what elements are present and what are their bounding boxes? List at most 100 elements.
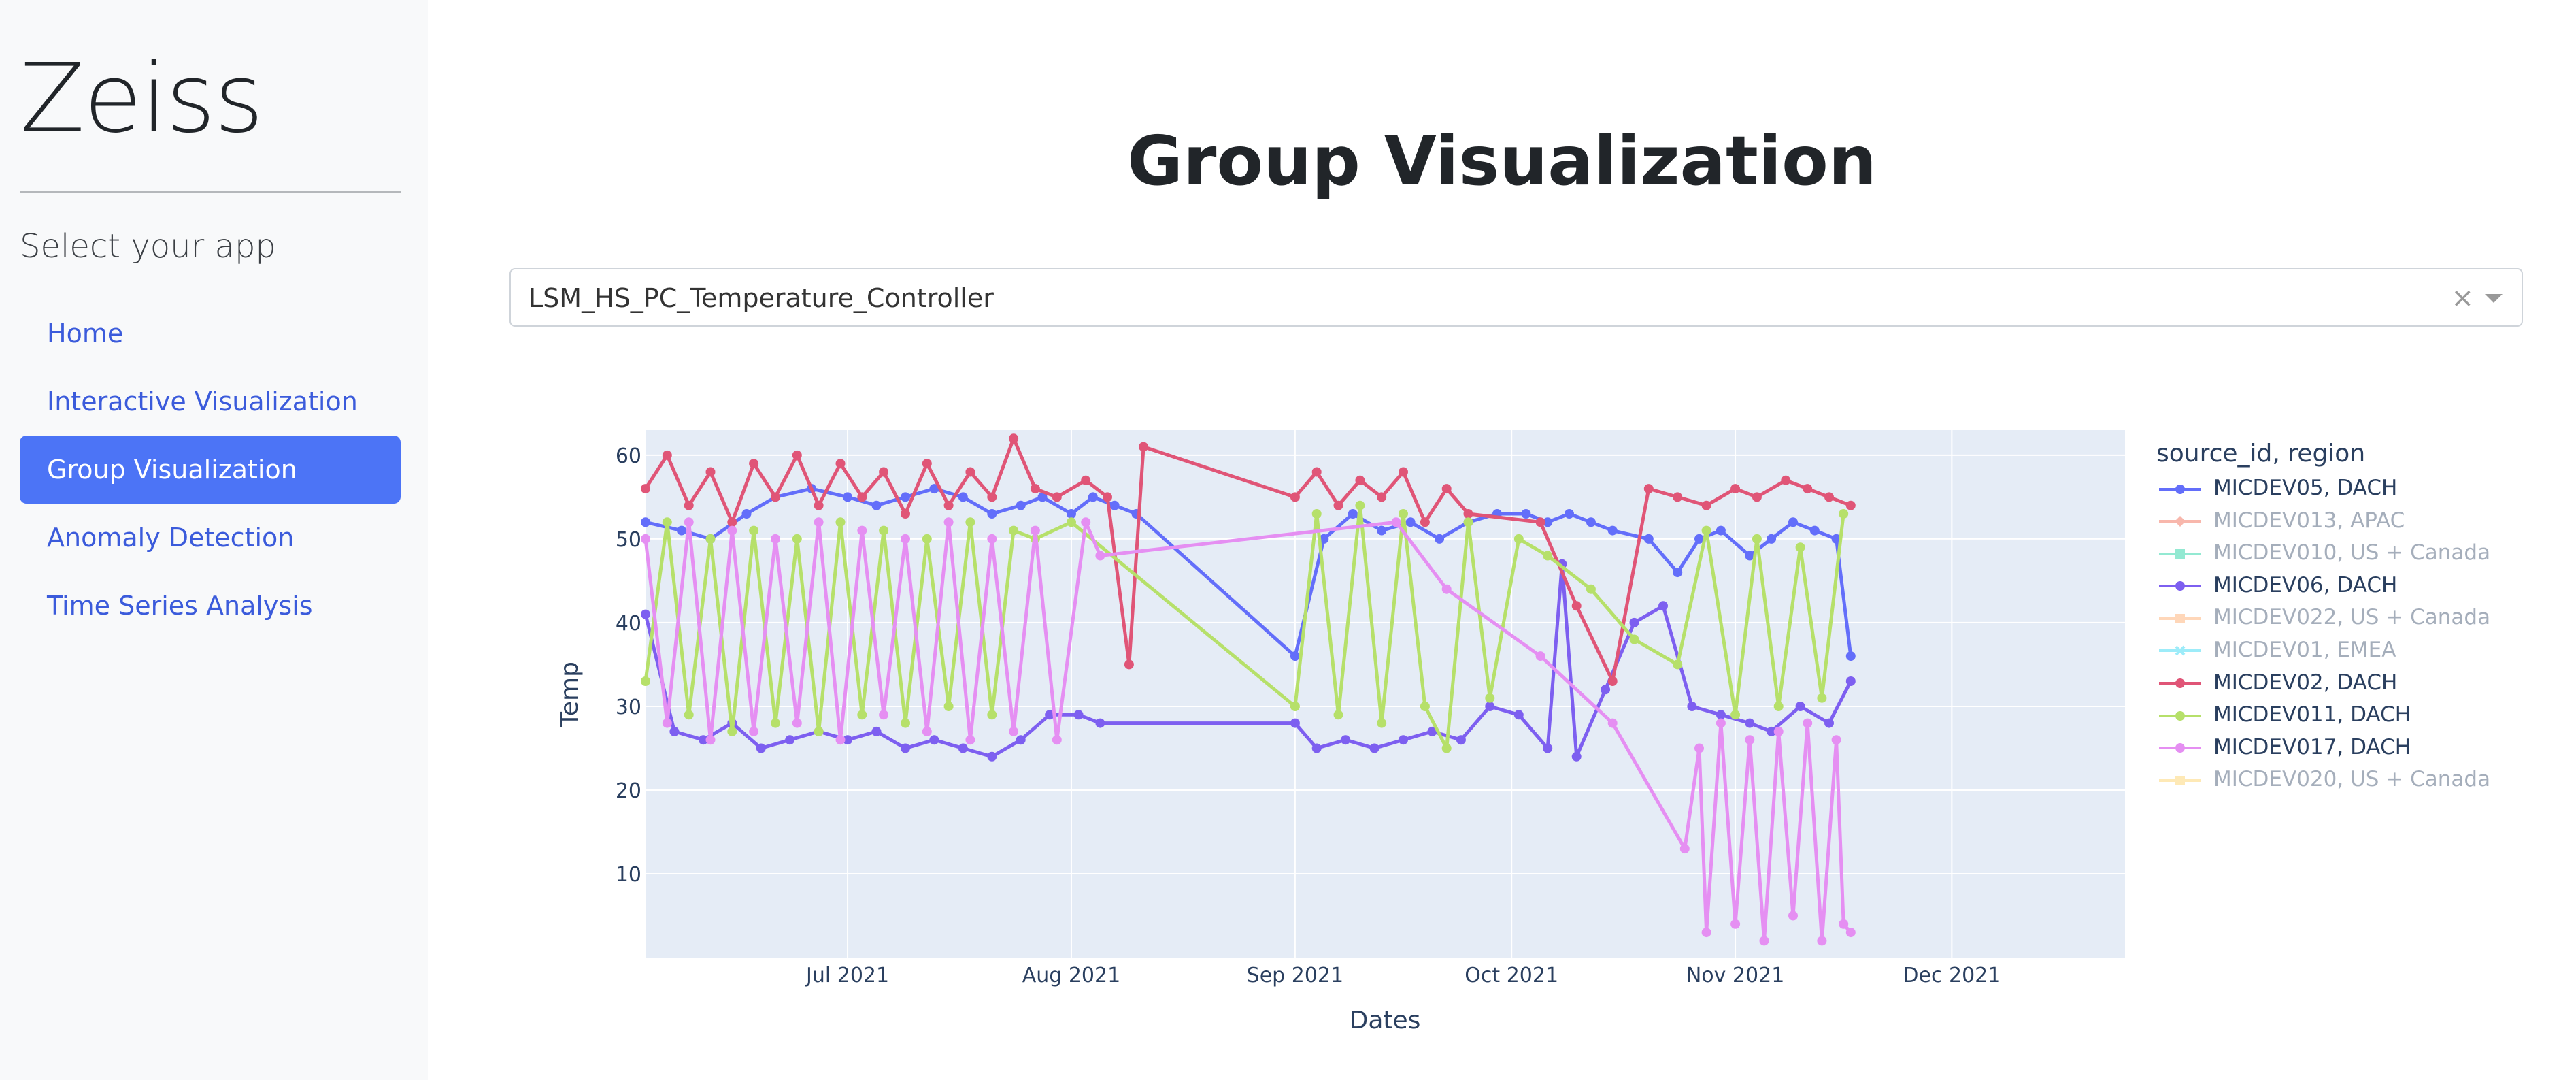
- legend-label: MICDEV020, US + Canada: [2213, 767, 2491, 792]
- data-point: [814, 500, 824, 510]
- sidebar-item-home[interactable]: Home: [47, 318, 124, 348]
- data-point: [965, 467, 975, 477]
- data-point: [1809, 525, 1820, 536]
- sidebar-item-time-series-analysis[interactable]: Time Series Analysis: [47, 591, 313, 621]
- data-point: [1095, 718, 1105, 728]
- brand-title: Zeiss: [20, 44, 264, 154]
- legend-swatch-icon: [2159, 516, 2201, 527]
- data-point: [1831, 735, 1841, 745]
- temperature-chart[interactable]: Jul 2021 Aug 2021 Sep 2021 Oct 2021 Nov 2021…: [509, 381, 2142, 1062]
- legend-swatch-icon: [2159, 710, 2201, 721]
- source-dropdown[interactable]: LSM_HS_PC_Temperature_Controller ×: [509, 268, 2523, 327]
- legend-item[interactable]: MICDEV022, US + Canada: [2156, 602, 2564, 634]
- data-point: [1290, 492, 1300, 502]
- page-title: Group Visualization: [1126, 121, 1877, 201]
- legend-swatch-icon: [2159, 484, 2201, 494]
- series-micdev011[interactable]: [641, 500, 1849, 753]
- data-point: [1629, 634, 1639, 644]
- data-point: [1341, 735, 1351, 745]
- data-point: [879, 525, 889, 536]
- data-point: [1817, 693, 1827, 703]
- data-point: [741, 509, 752, 519]
- series-micdev02[interactable]: [641, 433, 1856, 686]
- legend-item[interactable]: MICDEV02, DACH: [2156, 667, 2564, 700]
- data-point: [1629, 617, 1639, 627]
- sidebar-item-anomaly-detection[interactable]: Anomaly Detection: [47, 523, 295, 553]
- legend-swatch-icon: [2159, 743, 2201, 753]
- data-point: [1571, 601, 1582, 611]
- data-point: [684, 517, 694, 527]
- legend-item[interactable]: MICDEV06, DACH: [2156, 570, 2564, 602]
- legend-items: MICDEV05, DACH MICDEV013, APAC MICDEV010, …: [2156, 472, 2564, 796]
- data-point: [1513, 710, 1524, 720]
- data-point: [1485, 702, 1495, 711]
- data-point: [1463, 517, 1473, 527]
- data-point: [1009, 525, 1019, 536]
- data-point: [835, 517, 846, 527]
- data-point: [1586, 517, 1596, 527]
- data-point: [1405, 517, 1416, 527]
- data-point: [871, 726, 882, 736]
- legend-item[interactable]: MICDEV013, APAC: [2156, 505, 2564, 538]
- data-point: [1016, 500, 1026, 510]
- data-point: [1441, 484, 1452, 494]
- sidebar: Zeiss Select your app Home Interactive V…: [0, 0, 428, 1080]
- data-point: [879, 467, 889, 477]
- data-point: [1607, 676, 1618, 686]
- data-point: [641, 609, 650, 619]
- series-micdev06[interactable]: [641, 559, 1856, 762]
- data-point: [1052, 492, 1062, 502]
- data-point: [814, 726, 824, 736]
- data-point: [641, 484, 650, 494]
- data-point: [1643, 534, 1654, 544]
- data-point: [1607, 718, 1618, 728]
- data-point: [901, 743, 910, 753]
- y-tick-label: 10: [616, 863, 641, 887]
- data-point: [814, 517, 824, 527]
- data-point: [1355, 475, 1365, 485]
- legend-item[interactable]: MICDEV05, DACH: [2156, 472, 2564, 505]
- data-point: [1803, 484, 1813, 494]
- data-point: [1694, 743, 1704, 753]
- legend-item[interactable]: MICDEV017, DACH: [2156, 732, 2564, 764]
- data-point: [1745, 718, 1755, 728]
- data-point: [662, 450, 672, 460]
- data-point: [1845, 651, 1856, 661]
- data-point: [1311, 509, 1322, 519]
- legend-item[interactable]: MICDEV01, EMEA: [2156, 634, 2564, 667]
- data-point: [785, 735, 795, 745]
- data-point: [1543, 517, 1553, 527]
- data-point: [1730, 710, 1741, 720]
- legend-swatch-icon: [2159, 581, 2201, 591]
- data-point: [1139, 442, 1149, 452]
- legend-item[interactable]: MICDEV020, US + Canada: [2156, 764, 2564, 796]
- data-point: [1427, 726, 1437, 736]
- data-point: [1435, 534, 1445, 544]
- data-point: [1456, 735, 1466, 745]
- data-point: [792, 534, 802, 544]
- data-point: [901, 492, 910, 502]
- data-point: [987, 710, 997, 720]
- data-point: [1124, 659, 1134, 670]
- data-point: [1773, 702, 1784, 711]
- sidebar-item-interactive-visualization[interactable]: Interactive Visualization: [47, 387, 358, 416]
- data-point: [1037, 492, 1048, 502]
- data-point: [1109, 500, 1120, 510]
- series-micdev017[interactable]: [641, 517, 1856, 946]
- data-point: [1845, 676, 1856, 686]
- clear-icon[interactable]: ×: [2451, 282, 2474, 314]
- data-point: [1795, 542, 1805, 553]
- chevron-down-icon[interactable]: [2485, 294, 2503, 303]
- legend-item[interactable]: MICDEV011, DACH: [2156, 699, 2564, 732]
- legend-label: MICDEV05, DACH: [2213, 476, 2398, 500]
- legend-item[interactable]: MICDEV010, US + Canada: [2156, 537, 2564, 570]
- data-point: [1701, 525, 1711, 536]
- data-point: [987, 751, 997, 762]
- sidebar-item-group-visualization[interactable]: Group Visualization: [20, 436, 401, 504]
- data-point: [705, 467, 716, 477]
- data-point: [1355, 500, 1365, 510]
- data-point: [1319, 534, 1329, 544]
- data-point: [1009, 726, 1019, 736]
- data-point: [1803, 718, 1813, 728]
- data-point: [1679, 844, 1690, 854]
